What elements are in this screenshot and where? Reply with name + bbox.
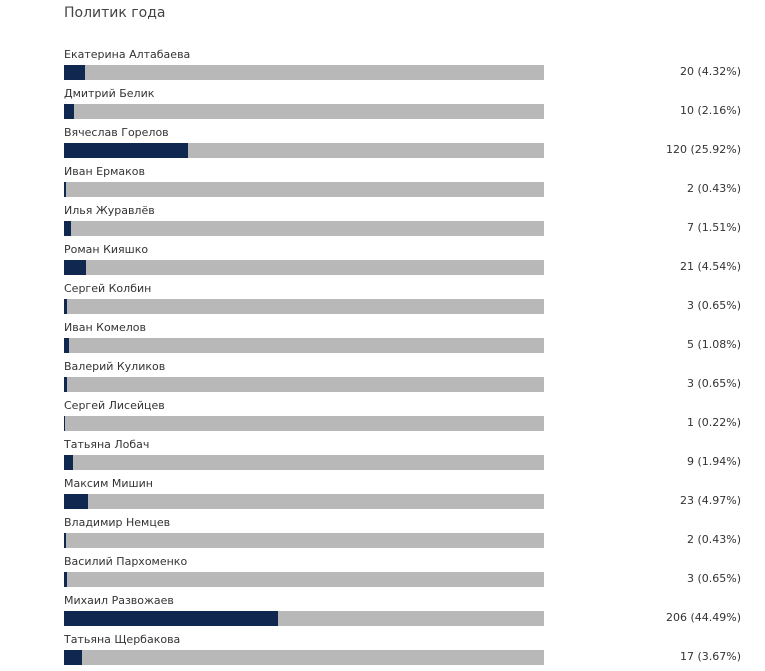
poll-option-bar-track	[64, 416, 544, 431]
poll-option-bar-track	[64, 377, 544, 392]
poll-option-name: Владимир Немцев	[64, 516, 171, 529]
poll-option-bar-track	[64, 104, 544, 119]
poll-option-name: Иван Ермаков	[64, 165, 145, 178]
poll-option-result: 9 (1.94%)	[686, 455, 741, 468]
poll-option-bar-fill	[64, 143, 189, 158]
poll-option-bar-track	[64, 299, 544, 314]
poll-option-name: Василий Пархоменко	[64, 555, 188, 568]
poll-option-bar-fill	[64, 416, 66, 431]
poll-option-name: Татьяна Лобач	[64, 438, 150, 451]
poll-option-name: Максим Мишин	[64, 477, 153, 490]
poll-option-bar-fill	[64, 572, 68, 587]
poll-option-name: Роман Кияшко	[64, 243, 149, 256]
poll-option-bar-fill	[64, 104, 75, 119]
poll-option-bar-fill	[64, 455, 74, 470]
poll-option: Татьяна Лобач 9 (1.94%)	[0, 437, 765, 476]
poll-option: Иван Ермаков 2 (0.43%)	[0, 164, 765, 203]
poll-option: Вячеслав Горелов 120 (25.92%)	[0, 125, 765, 164]
poll-option-result: 1 (0.22%)	[686, 416, 741, 429]
poll-option: Максим Мишин 23 (4.97%)	[0, 476, 765, 515]
poll-option: Сергей Лисейцев 1 (0.22%)	[0, 398, 765, 437]
poll-option-result: 2 (0.43%)	[686, 182, 741, 195]
poll-option-result: 5 (1.08%)	[686, 338, 741, 351]
poll-option-bar-fill	[64, 299, 68, 314]
poll-option: Екатерина Алтабаева 20 (4.32%)	[0, 47, 765, 86]
poll-option-result: 120 (25.92%)	[665, 143, 741, 156]
poll-option-result: 206 (44.49%)	[665, 611, 741, 624]
poll-option-result: 7 (1.51%)	[686, 221, 741, 234]
poll-option-name: Дмитрий Белик	[64, 87, 155, 100]
poll-option-bar-fill	[64, 338, 70, 353]
poll-option-bar-fill	[64, 221, 72, 236]
poll-option-bar-track	[64, 572, 544, 587]
poll-option-result: 23 (4.97%)	[679, 494, 741, 507]
poll-option-bar-fill	[64, 377, 68, 392]
poll-option-bar-fill	[64, 260, 86, 275]
poll-option-bar-fill	[64, 65, 85, 80]
poll-option: Дмитрий Белик 10 (2.16%)	[0, 86, 765, 125]
poll-option-result: 3 (0.65%)	[686, 572, 741, 585]
poll-option-bar-track	[64, 221, 544, 236]
poll-option-result: 3 (0.65%)	[686, 299, 741, 312]
poll-option-result: 20 (4.32%)	[679, 65, 741, 78]
poll-option-bar-track	[64, 143, 544, 158]
poll-option-bar-track	[64, 260, 544, 275]
poll-option-name: Сергей Колбин	[64, 282, 152, 295]
poll-option-name: Михаил Развожаев	[64, 594, 174, 607]
poll-option-bar-fill	[64, 494, 88, 509]
poll-option-bar-fill	[64, 533, 67, 548]
poll-option-result: 3 (0.65%)	[686, 377, 741, 390]
poll-option-result: 2 (0.43%)	[686, 533, 741, 546]
poll-option-bar-fill	[64, 611, 278, 626]
poll-option-name: Сергей Лисейцев	[64, 399, 165, 412]
poll-option: Роман Кияшко 21 (4.54%)	[0, 242, 765, 281]
poll-option: Иван Комелов 5 (1.08%)	[0, 320, 765, 359]
poll-option-bar-track	[64, 338, 544, 353]
poll-option-bar-fill	[64, 182, 67, 197]
poll-title: Политик года	[64, 5, 166, 21]
poll-option-bar-track	[64, 455, 544, 470]
poll-option-name: Валерий Куликов	[64, 360, 166, 373]
poll-option: Сергей Колбин 3 (0.65%)	[0, 281, 765, 320]
poll-option-name: Илья Журавлёв	[64, 204, 155, 217]
poll-option-result: 21 (4.54%)	[679, 260, 741, 273]
poll-option-bar-fill	[64, 650, 82, 665]
poll-option: Илья Журавлёв 7 (1.51%)	[0, 203, 765, 242]
poll-option-bar-track	[64, 650, 544, 665]
poll-option-result: 10 (2.16%)	[679, 104, 741, 117]
poll-option-bar-track	[64, 533, 544, 548]
poll-option: Владимир Немцев 2 (0.43%)	[0, 515, 765, 554]
poll-option: Михаил Развожаев 206 (44.49%)	[0, 593, 765, 632]
poll-option-name: Вячеслав Горелов	[64, 126, 169, 139]
poll-results-list: Екатерина Алтабаева 20 (4.32%) Дмитрий Бел…	[0, 47, 765, 671]
poll-option-bar-track	[64, 611, 544, 626]
poll-option: Татьяна Щербакова 17 (3.67%)	[0, 632, 765, 671]
poll-option: Валерий Куликов 3 (0.65%)	[0, 359, 765, 398]
poll-option: Василий Пархоменко 3 (0.65%)	[0, 554, 765, 593]
poll-option-result: 17 (3.67%)	[679, 650, 741, 663]
poll-option-name: Иван Комелов	[64, 321, 146, 334]
poll-option-bar-track	[64, 494, 544, 509]
poll-option-bar-track	[64, 182, 544, 197]
poll-option-name: Екатерина Алтабаева	[64, 48, 191, 61]
poll-option-bar-track	[64, 65, 544, 80]
poll-option-name: Татьяна Щербакова	[64, 633, 181, 646]
